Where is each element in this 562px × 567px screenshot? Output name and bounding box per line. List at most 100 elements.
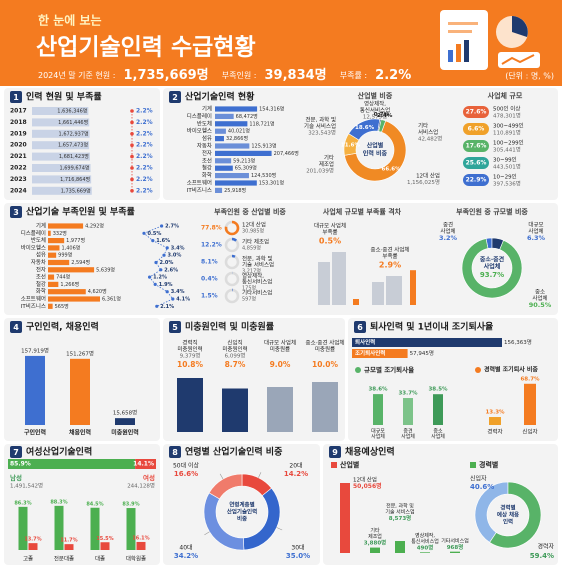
block <box>267 387 293 432</box>
section-badge <box>169 321 181 333</box>
bar-value-label: 151,267명 <box>66 350 94 357</box>
section-number: 3 <box>13 208 19 217</box>
section-badge <box>329 446 341 458</box>
share-count: 30,985명 <box>242 228 264 235</box>
donut-item-name: 12대 산업 <box>416 172 440 180</box>
rate-dot <box>130 132 134 136</box>
rate-dot <box>160 224 164 228</box>
subchart-title: 경력별 조기퇴사 비중 <box>484 366 538 374</box>
bar <box>32 175 92 184</box>
rate-dot <box>130 143 134 147</box>
stacked-bar <box>135 459 156 469</box>
size-count: 397,536명 <box>493 181 521 188</box>
section-badge <box>10 321 22 333</box>
donut-item-count: 323,543명 <box>308 130 336 137</box>
category-label: 섬유 <box>202 134 212 142</box>
bar <box>215 113 234 119</box>
bar <box>489 417 501 425</box>
donut-segment <box>461 238 523 299</box>
rate-label: 1.2% <box>153 275 167 281</box>
size-pill <box>463 174 489 186</box>
illustration-trend <box>501 54 535 65</box>
gender-name: 남성 <box>10 473 22 482</box>
category-label: IT비즈니스 <box>187 186 212 194</box>
bar-value-label: 999명 <box>58 252 72 259</box>
career-name: 경력자 <box>537 543 554 551</box>
bar-name: 중견 <box>403 428 413 435</box>
bar-name: 사업체 <box>371 433 385 440</box>
bar <box>32 107 89 115</box>
building <box>332 252 346 305</box>
section-title: 산업기술 부족인원 및 부족률 <box>26 206 135 218</box>
item-name: 미충원률 <box>315 345 335 353</box>
bar <box>352 349 408 358</box>
bar-value-label: 1,636,346명 <box>57 108 87 115</box>
bar-value-label: 13.3% <box>485 410 505 416</box>
bar <box>32 152 90 161</box>
rate-dot <box>148 275 152 279</box>
header-illustration <box>440 10 540 70</box>
illustration-bar <box>448 50 453 62</box>
bar-name: 영상제작, <box>415 532 435 539</box>
category-label: 조선 <box>202 156 212 164</box>
category-label: 섬유 <box>36 251 46 259</box>
subchart-title: 산업별 <box>340 460 359 469</box>
size-pct: 17.6% <box>466 143 487 150</box>
share-count: 3,217명 <box>242 268 261 275</box>
bar-name: 기타서비스업 <box>441 538 469 545</box>
subtitle-icon <box>475 367 481 373</box>
bar <box>28 543 38 550</box>
rate-label: 1.6% <box>156 238 170 244</box>
bar-value-label: 1,672,937명 <box>59 130 89 137</box>
bar-value-label: 86.3% <box>14 500 31 506</box>
bar <box>48 296 100 302</box>
age-pct: 34.2% <box>174 552 198 560</box>
year-label: 2021 <box>10 153 27 160</box>
category-label: 화학 <box>202 171 212 179</box>
category-label: 화학 <box>36 287 46 295</box>
bar <box>32 164 91 172</box>
size-share-name: 중소 <box>535 289 545 296</box>
section-number: 9 <box>332 448 338 457</box>
size-share-name: 중견 <box>443 222 453 229</box>
bar-value-label: 13.7% <box>24 537 41 543</box>
gauge-arc <box>224 254 240 270</box>
age-name: 30대 <box>291 544 304 552</box>
bar <box>100 542 110 550</box>
subtitle-icon <box>331 462 337 468</box>
category-label: 고졸 <box>23 556 33 563</box>
share-pct: 0.4% <box>201 276 218 283</box>
age-pct: 35.0% <box>286 552 310 560</box>
donut-item-count: 42,482명 <box>418 136 442 143</box>
gender-name: 여성 <box>143 473 155 482</box>
rate-label: 2.2% <box>136 153 153 160</box>
donut-center: 산업별 <box>367 142 384 150</box>
bar-name: 사업체 <box>401 433 415 440</box>
bar-value-label: 4,292명 <box>85 223 104 230</box>
bar-value-label: 68.7% <box>520 376 540 382</box>
rate-dot <box>154 260 158 265</box>
section-badge <box>354 321 366 333</box>
bar-name: 퇴사인력 <box>355 338 375 346</box>
bar <box>215 106 258 112</box>
career-pct: 40.6% <box>470 483 494 491</box>
year-label: 2024 <box>10 187 27 194</box>
bar-value-label: 32,866명 <box>226 135 248 142</box>
section-number: 5 <box>172 323 178 332</box>
bar <box>433 394 443 425</box>
leader <box>276 527 283 531</box>
donut-pct: 0.7% <box>374 112 390 118</box>
section-number: 6 <box>357 323 363 332</box>
rate-label: 2.2% <box>136 119 153 126</box>
bar-value-label: 15.5% <box>96 536 113 542</box>
gap-name: 부족률 <box>382 253 397 260</box>
gap-name: 대규모 사업체 <box>314 222 346 230</box>
bar-value-label: 1,661,446명 <box>58 119 88 126</box>
donut-center: 연령계층별 <box>229 501 254 509</box>
size-pct: 6.6% <box>468 126 485 133</box>
size-count: 478,301명 <box>493 113 521 120</box>
panel <box>348 318 558 441</box>
category-label: 반도체 <box>197 119 212 127</box>
building <box>372 282 384 305</box>
